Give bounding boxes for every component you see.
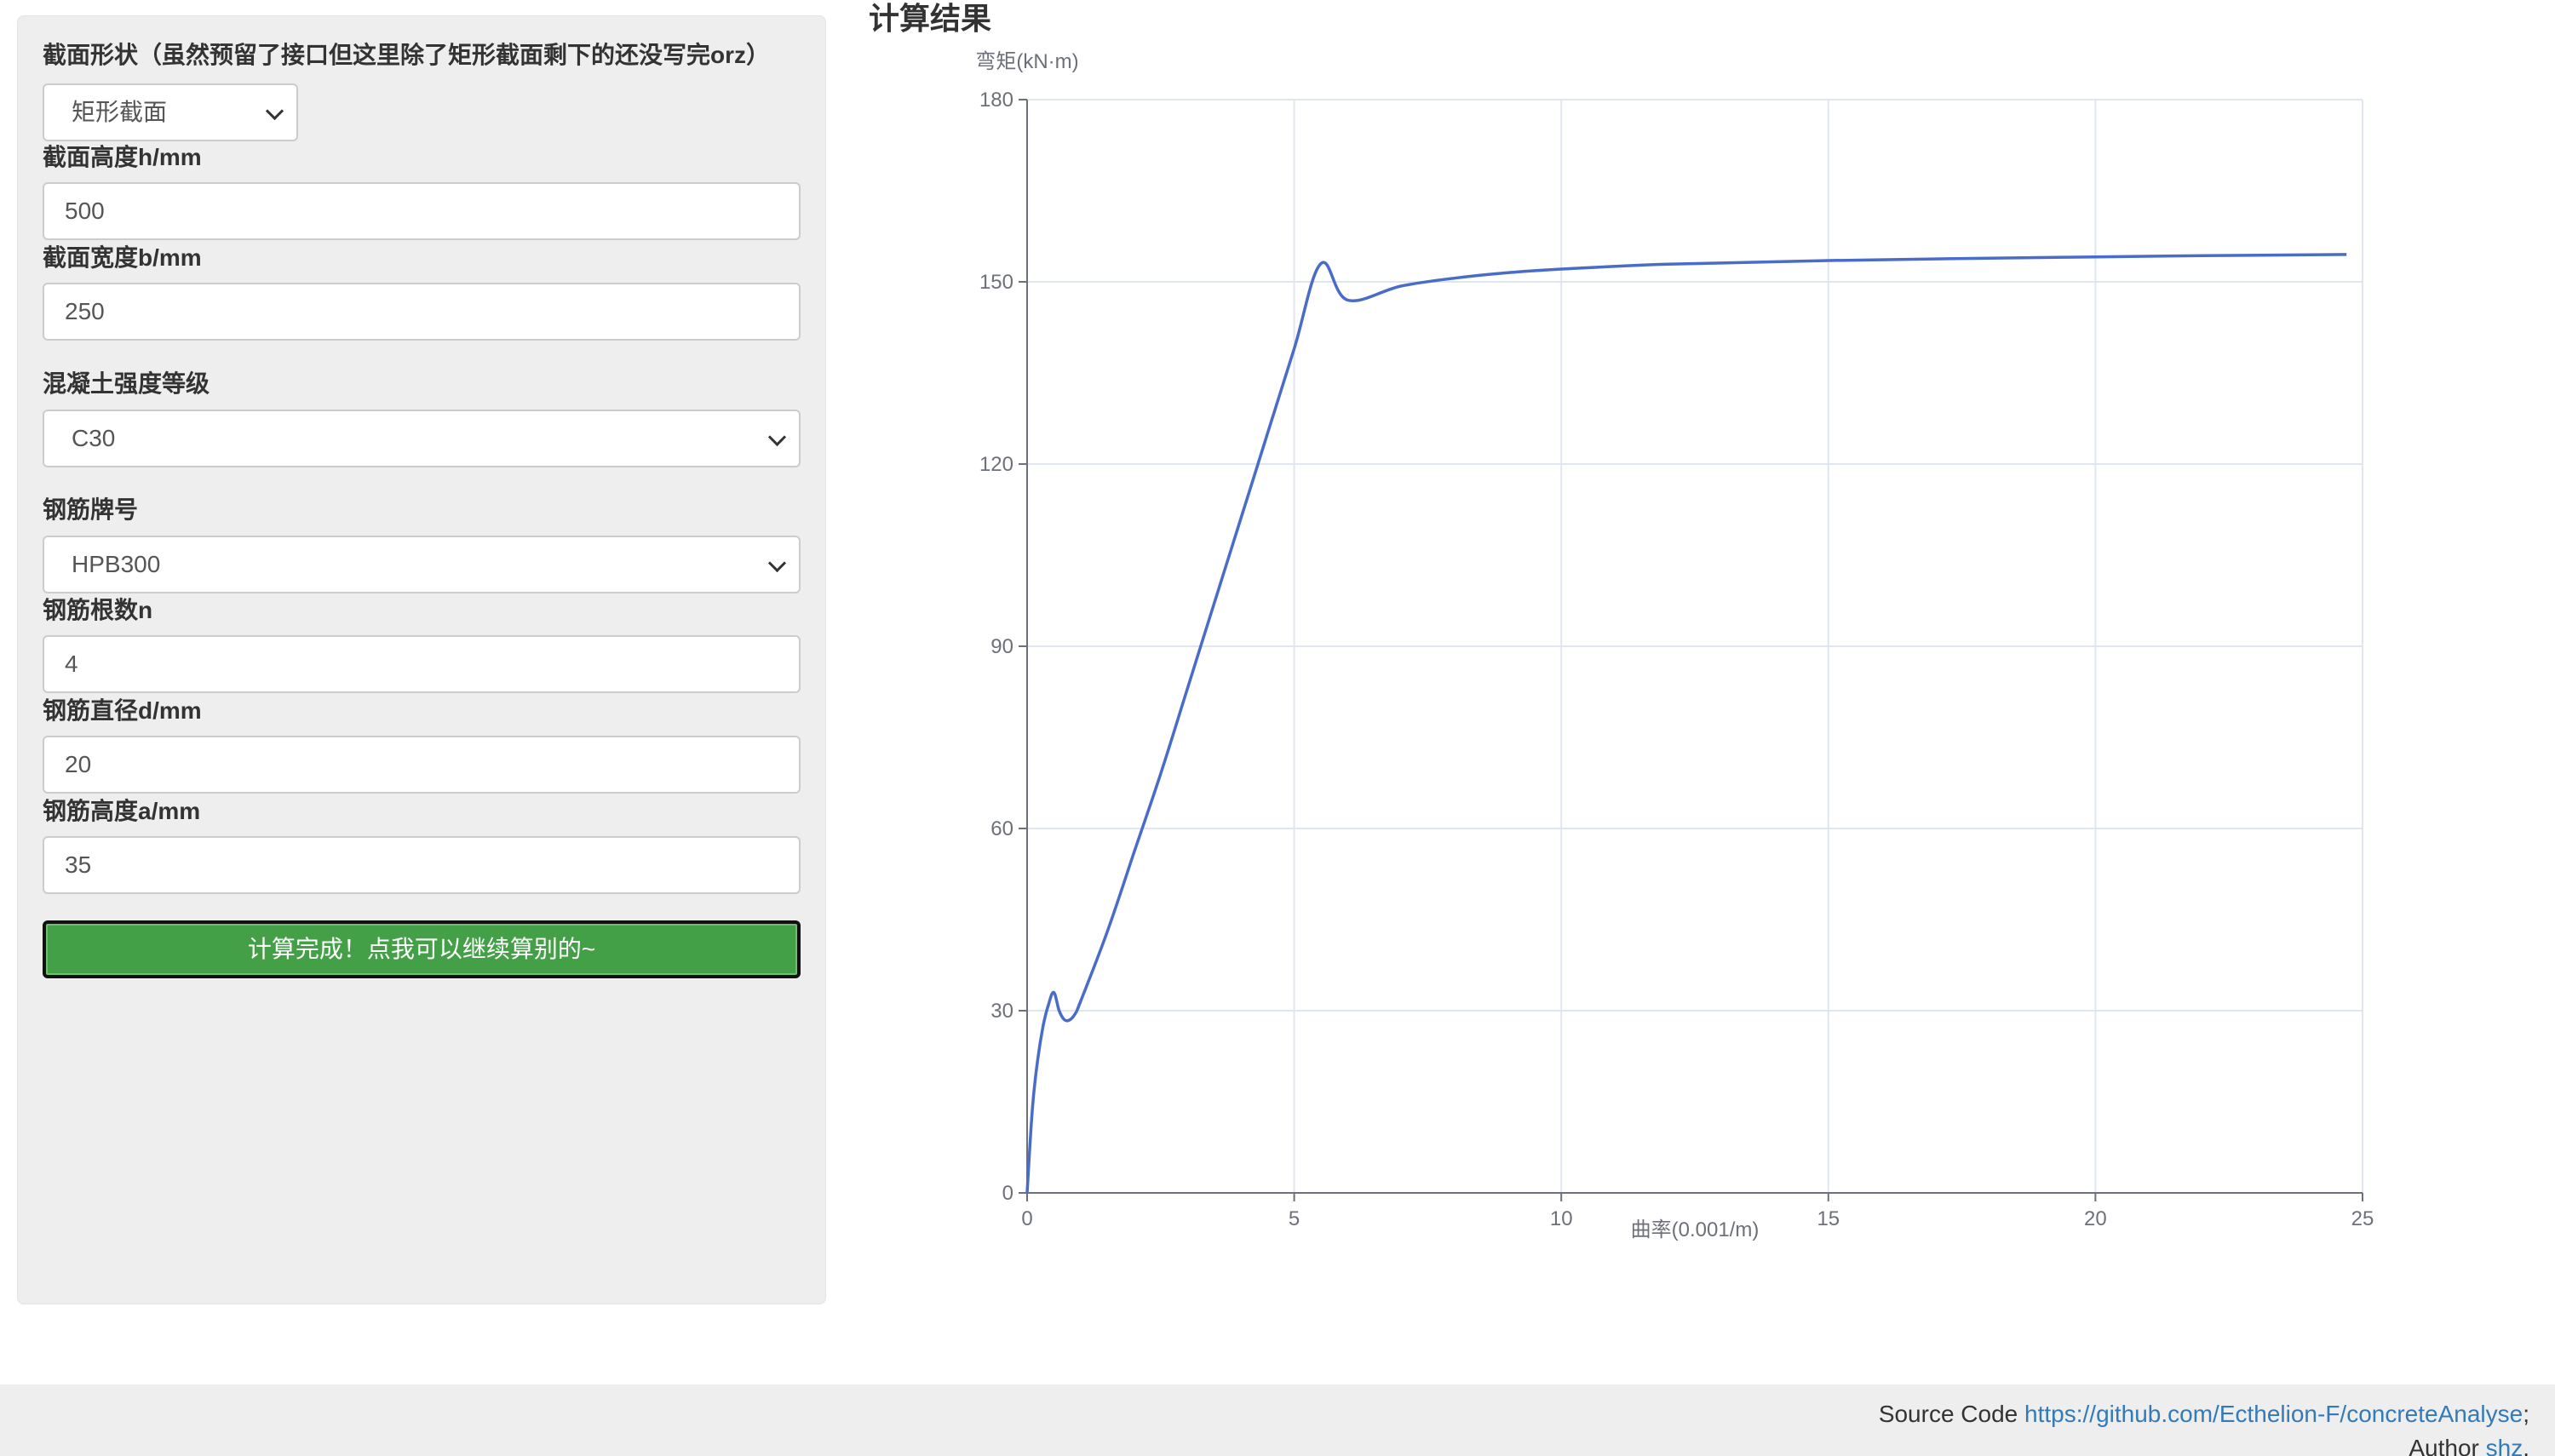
section-shape-select[interactable]: 矩形截面 bbox=[43, 83, 298, 141]
section-width-input[interactable]: 250 bbox=[43, 283, 801, 341]
x-axis-label: 曲率(0.001/m) bbox=[1631, 1218, 1760, 1241]
x-tick-label: 0 bbox=[1021, 1207, 1032, 1230]
section-shape-value: 矩形截面 bbox=[72, 99, 168, 125]
chart-axes bbox=[1019, 99, 2363, 1201]
rebar-grade-select[interactable]: HPB300 bbox=[43, 536, 801, 593]
rebar-grade-value: HPB300 bbox=[72, 551, 161, 577]
concrete-grade-value: C30 bbox=[72, 425, 116, 451]
rebar-diameter-input[interactable]: 20 bbox=[43, 736, 801, 794]
chart-grid bbox=[1027, 99, 2363, 1193]
x-tick-label: 15 bbox=[1817, 1207, 1840, 1230]
author-link[interactable]: shz bbox=[2485, 1435, 2523, 1456]
y-tick-label: 30 bbox=[990, 1000, 1013, 1023]
author-suffix: . bbox=[2523, 1435, 2529, 1456]
footer: Source Code https://github.com/Ecthelion… bbox=[0, 1384, 2555, 1456]
rebar-diameter-label: 钢筋直径d/mm bbox=[43, 697, 202, 724]
x-tick-label: 20 bbox=[2084, 1207, 2107, 1230]
source-code-label: Source Code bbox=[1878, 1401, 2025, 1427]
source-code-suffix: ; bbox=[2523, 1401, 2529, 1427]
x-tick-label: 5 bbox=[1289, 1207, 1300, 1230]
source-code-link[interactable]: https://github.com/Ecthelion-F/concreteA… bbox=[2024, 1401, 2523, 1427]
footer-author-line: Author shz. bbox=[2409, 1434, 2529, 1456]
moment-curvature-chart: 0 30 60 90 120 150 180 0 5 10 15 20 25 弯矩(kN·m) 曲率(0… bbox=[975, 50, 2374, 1241]
rebar-count-input[interactable]: 4 bbox=[43, 635, 801, 693]
section-height-label: 截面高度h/mm bbox=[43, 144, 202, 170]
concrete-grade-select[interactable]: C30 bbox=[43, 410, 801, 467]
calculate-button[interactable]: 计算完成！点我可以继续算别的~ bbox=[43, 920, 801, 978]
rebar-count-label: 钢筋根数n bbox=[43, 597, 153, 623]
y-tick-label: 150 bbox=[979, 271, 1013, 294]
section-shape-label: 截面形状（虽然预留了接口但这里除了矩形截面剩下的还没写完orz） bbox=[43, 42, 771, 68]
rebar-height-input[interactable]: 35 bbox=[43, 836, 801, 894]
rebar-height-label: 钢筋高度a/mm bbox=[43, 798, 201, 824]
x-tick-label: 25 bbox=[2351, 1207, 2374, 1230]
footer-source-line: Source Code https://github.com/Ecthelion… bbox=[1879, 1400, 2529, 1429]
x-tick-label: 10 bbox=[1550, 1207, 1573, 1230]
y-tick-label: 120 bbox=[979, 453, 1013, 476]
series-line bbox=[1025, 253, 2347, 1194]
section-width-label: 截面宽度b/mm bbox=[43, 244, 202, 271]
chart-tick-labels: 0 30 60 90 120 150 180 0 5 10 15 20 25 bbox=[979, 89, 2374, 1230]
y-tick-label: 0 bbox=[1002, 1182, 1013, 1205]
author-label: Author bbox=[2409, 1435, 2486, 1456]
concrete-grade-label: 混凝土强度等级 bbox=[43, 370, 210, 397]
rebar-grade-label: 钢筋牌号 bbox=[43, 496, 139, 523]
y-tick-label: 60 bbox=[990, 817, 1013, 840]
y-axis-label: 弯矩(kN·m) bbox=[975, 50, 1078, 73]
y-tick-label: 180 bbox=[979, 89, 1013, 112]
result-title: 计算结果 bbox=[869, 1, 992, 36]
y-tick-label: 90 bbox=[990, 635, 1013, 658]
section-height-input[interactable]: 500 bbox=[43, 182, 801, 240]
